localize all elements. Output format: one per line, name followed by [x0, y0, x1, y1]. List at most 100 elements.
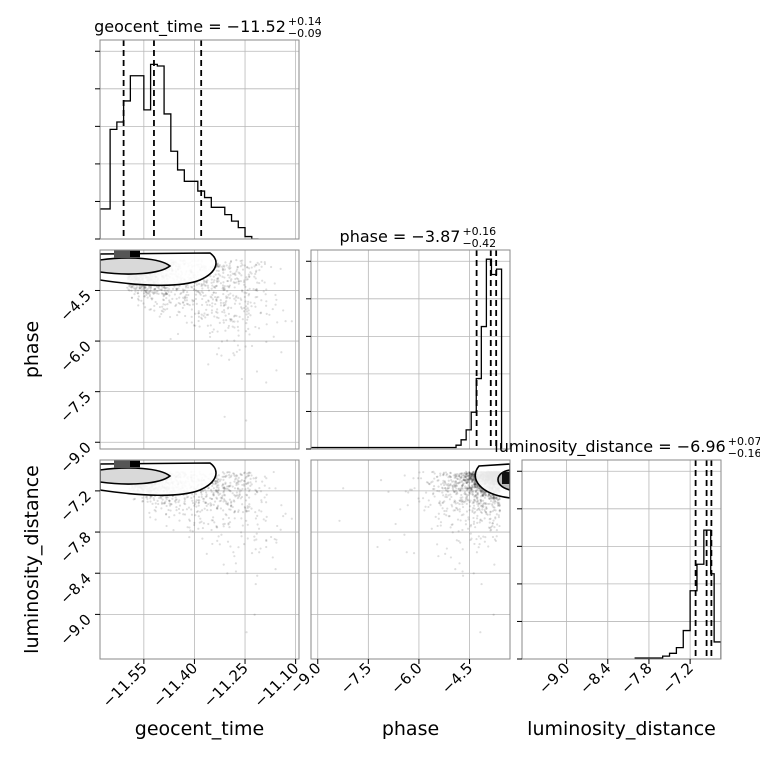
sample-point	[245, 278, 248, 281]
sample-point	[222, 500, 225, 503]
sample-point	[130, 285, 134, 288]
sample-point	[164, 303, 167, 306]
sample-point	[263, 475, 267, 478]
sample-point	[236, 479, 239, 482]
sample-point	[220, 354, 223, 357]
sample-point	[195, 510, 198, 514]
sample-point	[186, 286, 190, 289]
sample-point	[448, 515, 451, 518]
sample-point	[207, 300, 210, 303]
sample-point	[186, 526, 189, 529]
sample-point	[467, 478, 470, 481]
sample-point	[470, 475, 473, 478]
sample-point	[168, 301, 171, 304]
sample-point	[181, 306, 184, 309]
sample-point	[268, 487, 271, 490]
sample-point	[226, 485, 229, 488]
sample-point	[156, 499, 159, 502]
sample-point	[227, 326, 230, 329]
sample-point	[181, 508, 185, 511]
sample-point	[180, 291, 183, 295]
sample-point	[478, 487, 481, 490]
sample-point	[444, 489, 448, 492]
sample-point	[493, 563, 496, 566]
sample-point	[493, 506, 496, 509]
sample-point	[248, 275, 251, 278]
sample-point	[194, 297, 198, 301]
sample-point	[223, 285, 226, 288]
sample-point	[488, 526, 492, 530]
sample-point	[478, 488, 482, 491]
sample-point	[175, 289, 178, 292]
sample-point	[176, 314, 179, 317]
sample-point	[216, 539, 219, 543]
sample-point	[165, 495, 168, 499]
sample-point	[240, 495, 244, 499]
sample-point	[225, 299, 228, 303]
sample-point	[188, 536, 191, 539]
sample-point	[236, 325, 239, 328]
sample-point	[256, 281, 259, 284]
sample-point	[178, 504, 182, 507]
hist-panel-luminosity_distance	[522, 460, 721, 659]
sample-point	[245, 291, 248, 295]
sample-point	[213, 521, 216, 524]
sample-point	[161, 498, 164, 501]
sample-point	[445, 483, 448, 486]
sample-point	[249, 481, 252, 484]
sample-point	[248, 496, 251, 499]
sample-point	[197, 527, 200, 530]
sample-point	[130, 286, 133, 289]
sample-point	[237, 334, 240, 337]
sample-point	[241, 290, 244, 293]
sample-point	[216, 308, 219, 311]
sample-point	[148, 290, 151, 293]
sample-point	[245, 519, 248, 522]
sample-point	[268, 313, 271, 316]
sample-point	[217, 265, 220, 268]
sample-point	[143, 286, 146, 289]
sample-point	[230, 504, 233, 507]
sample-point	[274, 487, 277, 490]
sample-point	[174, 498, 177, 501]
sample-point	[138, 285, 141, 288]
sample-point	[203, 284, 206, 287]
sample-point	[148, 285, 151, 289]
sample-point	[214, 489, 217, 492]
sample-point	[216, 484, 219, 487]
sample-point	[248, 490, 251, 493]
sample-point	[231, 272, 234, 275]
sample-point	[201, 297, 204, 301]
sample-point	[234, 475, 237, 478]
sample-point	[215, 284, 218, 287]
sample-point	[497, 501, 501, 504]
sample-point	[271, 307, 274, 311]
sample-point	[178, 311, 181, 314]
sample-point	[264, 519, 267, 522]
sample-point	[210, 503, 213, 506]
contour-inner	[100, 467, 172, 485]
sample-point	[201, 291, 205, 294]
sample-point	[254, 289, 257, 292]
sample-point	[224, 261, 227, 264]
sample-point	[256, 289, 259, 292]
sample-point	[236, 266, 240, 269]
sample-point	[213, 483, 217, 486]
sample-point	[451, 487, 454, 490]
sample-point	[229, 475, 232, 478]
sample-point	[212, 275, 215, 278]
sample-point	[174, 304, 177, 308]
sample-point	[228, 471, 231, 474]
hist-frame-geocent_time	[99, 39, 300, 240]
sample-point	[181, 301, 185, 304]
sample-point	[489, 510, 492, 513]
sample-point	[160, 289, 163, 292]
sample-point	[146, 290, 149, 293]
sample-point	[214, 480, 217, 483]
sample-point	[451, 505, 454, 508]
sample-point	[139, 286, 142, 289]
sample-point	[222, 319, 225, 322]
sample-point	[234, 272, 237, 275]
sample-point	[199, 517, 202, 520]
sample-point	[203, 488, 206, 491]
